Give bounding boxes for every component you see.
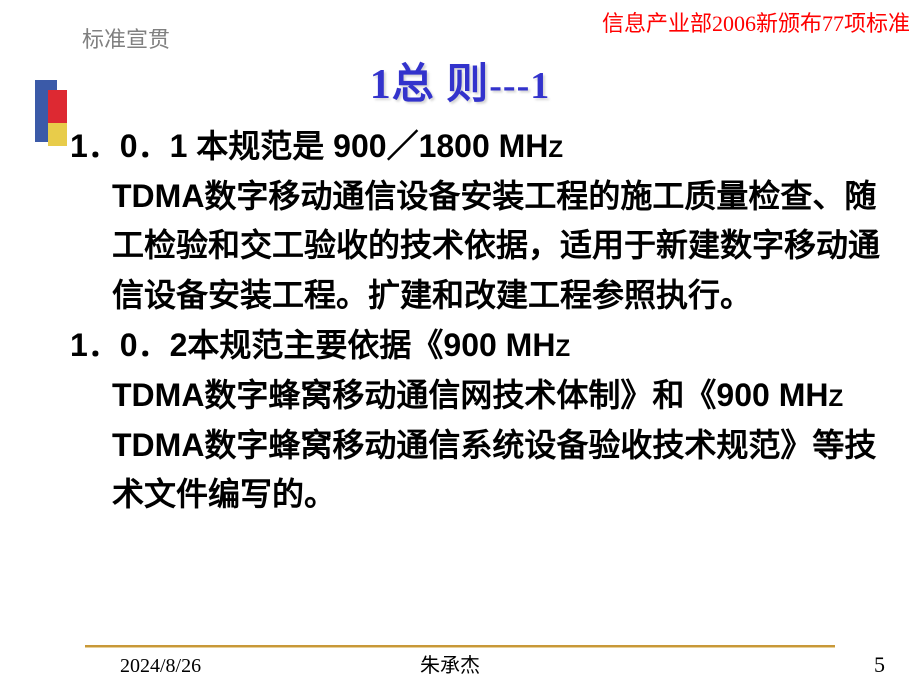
footer-page-number: 5 [874, 652, 885, 678]
p1-rest: TDMA数字移动通信设备安装工程的施工质量检查、随工检验和交工验收的技术依据，适… [70, 172, 880, 321]
footer-date: 2024/8/26 [120, 655, 201, 678]
p2-line1: 1．0．2本规范主要依据《900 MH [70, 327, 555, 363]
p2-hz1: Z [555, 335, 570, 362]
deco-yellow-rect [48, 123, 67, 146]
slide-title: 1总 则---1 [0, 50, 920, 111]
title-suffix: ---1 [489, 65, 550, 107]
header-right-label: 信息产业部2006新颁布77项标准 [602, 6, 910, 38]
p2-hz2: Z [828, 385, 843, 412]
slide-content: 1．0．1 本规范是 900／1800 MHZ TDMA数字移动通信设备安装工程… [70, 122, 880, 521]
p1-line1: 1．0．1 本规范是 900／1800 MH [70, 128, 548, 164]
footer-divider [85, 645, 835, 648]
footer-author: 朱承杰 [420, 649, 480, 678]
p1-hz1: Z [548, 136, 563, 163]
paragraph-1: 1．0．1 本规范是 900／1800 MHZ TDMA数字移动通信设备安装工程… [70, 122, 880, 320]
p2-rest-a: TDMA数字蜂窝移动通信网技术体制》和《900 MH [112, 377, 828, 413]
title-main: 1总 则 [370, 62, 490, 108]
p2-rest-b: TDMA数字蜂窝移动通信系统设备验收技术规范》等技术文件编写的。 [112, 427, 876, 513]
paragraph-2: 1．0．2本规范主要依据《900 MHZ TDMA数字蜂窝移动通信网技术体制》和… [70, 321, 880, 519]
